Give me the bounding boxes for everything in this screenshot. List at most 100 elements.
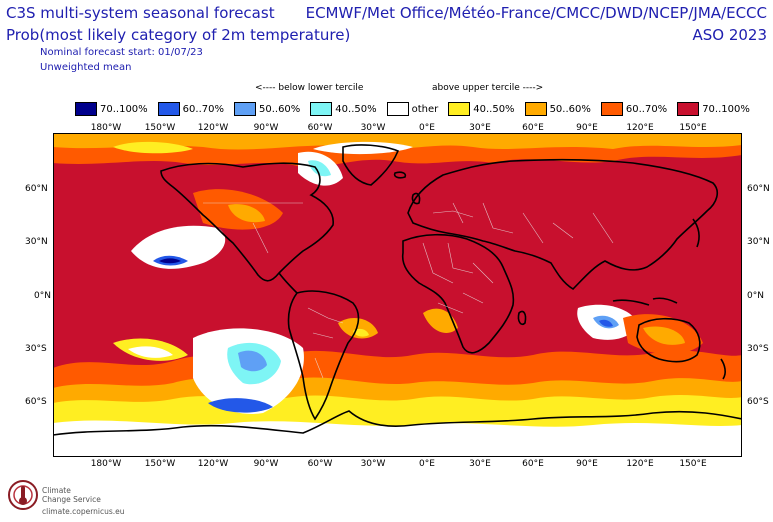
legend-item: 60..70% (600, 101, 667, 117)
lon-label: 150°E (679, 459, 707, 469)
lat-label: 60°S (747, 397, 769, 407)
legend-item: 70..100% (75, 101, 148, 117)
legend-item: other (386, 101, 438, 117)
lon-label: 90°E (576, 123, 598, 133)
antarctica-coast (53, 410, 742, 436)
greenland-coast (342, 144, 400, 186)
copernicus-logo-text: Climate Change Service climate.copernicu… (42, 486, 125, 516)
arctic-band-inner (53, 133, 742, 150)
lon-label: 120°W (197, 123, 229, 133)
iceland-coast (393, 171, 407, 179)
above-tercile-label: above upper tercile ----> (432, 83, 544, 93)
south-pacific-white-small (128, 346, 173, 358)
legend-item: 70..100% (677, 101, 750, 117)
lat-label: 30°S (747, 344, 769, 354)
na-amber (228, 204, 265, 223)
lon-label: 120°E (626, 459, 654, 469)
lat-label: 60°N (747, 184, 770, 194)
lon-label: 90°W (253, 123, 279, 133)
lon-label: 120°E (626, 123, 654, 133)
legend-swatch (677, 102, 700, 116)
map-title: C3S multi-system seasonal forecast (6, 4, 275, 22)
legend-item: 50..60% (524, 101, 591, 117)
legend-swatch (75, 102, 97, 116)
legend-swatch (157, 102, 180, 116)
lon-label: 30°W (360, 459, 386, 469)
lat-label: 0°N (34, 291, 51, 301)
lon-label: 60°E (522, 459, 544, 469)
africa-borders (422, 242, 494, 314)
probability-map (53, 133, 742, 457)
hudson-cyan (308, 160, 331, 177)
legend-swatch (386, 102, 409, 116)
africa-coast (401, 233, 515, 354)
lon-label: 30°W (360, 123, 386, 133)
south-pacific-lightblue (238, 350, 267, 372)
indonesia-coast (612, 297, 678, 306)
australia-amber (643, 326, 685, 345)
lon-label: 60°W (307, 123, 333, 133)
forecast-start: Nominal forecast start: 01/07/23 (40, 47, 203, 58)
lon-label: 0°E (419, 459, 435, 469)
indian-blue (599, 319, 613, 327)
lon-label: 30°E (469, 459, 491, 469)
legend-swatch (524, 102, 547, 116)
arctic-yellow-patch (113, 141, 193, 154)
pacific-white-patch (131, 225, 226, 269)
lon-label: 180°W (90, 123, 122, 133)
coastlines (53, 144, 742, 436)
eurasia-borders (432, 202, 614, 244)
lon-label: 120°W (197, 459, 229, 469)
greenland-white (313, 141, 413, 155)
legend-swatch (600, 102, 623, 116)
lat-label: 0°N (747, 291, 764, 301)
uk-coast (411, 192, 421, 205)
brazil-yellow (353, 328, 369, 337)
lat-label: 60°N (25, 184, 48, 194)
color-legend: 70..100% 60..70% 50..60% 40..50% other 4… (75, 101, 760, 117)
antarctic-white-band (53, 420, 742, 457)
legend-item: 40..50% (448, 101, 515, 117)
forecast-period: ASO 2023 (692, 26, 767, 44)
legend-item: 50..60% (233, 101, 300, 117)
north-america-coast (160, 162, 334, 282)
north-america-borders (203, 202, 303, 254)
org-name-line1: Climate (42, 486, 71, 495)
madagascar-coast (517, 310, 527, 326)
legend-item: 40..50% (310, 101, 377, 117)
lat-label: 30°S (25, 344, 47, 354)
lon-label: 90°E (576, 459, 598, 469)
legend-swatch (310, 102, 333, 116)
lon-label: 0°E (419, 123, 435, 133)
legend-item: 60..70% (157, 101, 224, 117)
lon-label: 180°W (90, 459, 122, 469)
org-name-line2: Change Service (42, 495, 101, 504)
central-america-coast (278, 272, 298, 294)
lon-label: 60°W (307, 459, 333, 469)
org-url: climate.copernicus.eu (42, 507, 125, 516)
lat-label: 30°N (747, 237, 770, 247)
south-america-coast (287, 290, 360, 421)
below-tercile-label: <---- below lower tercile (255, 83, 364, 93)
legend-swatch (448, 102, 471, 116)
map-frame (53, 133, 742, 457)
lon-label: 30°E (469, 123, 491, 133)
lat-label: 60°S (25, 397, 47, 407)
lon-label: 150°W (144, 123, 176, 133)
copernicus-logo-icon (8, 480, 38, 510)
lon-label: 90°W (253, 459, 279, 469)
australia-coast (636, 317, 701, 363)
lon-label: 150°E (679, 123, 707, 133)
legend-swatch (233, 102, 256, 116)
lon-label: 60°E (522, 123, 544, 133)
new-zealand-coast (720, 358, 726, 380)
map-subtitle: Prob(most likely category of 2m temperat… (6, 26, 351, 44)
pacific-darkblue-patch (159, 258, 181, 264)
south-america-borders (307, 307, 344, 379)
lat-label: 30°N (25, 237, 48, 247)
lon-label: 150°W (144, 459, 176, 469)
south-pacific-blue (208, 398, 273, 413)
weighting-note: Unweighted mean (40, 62, 132, 73)
japan-coast (692, 218, 700, 248)
contributing-centres: ECMWF/Met Office/Météo-France/CMCC/DWD/N… (305, 4, 767, 22)
